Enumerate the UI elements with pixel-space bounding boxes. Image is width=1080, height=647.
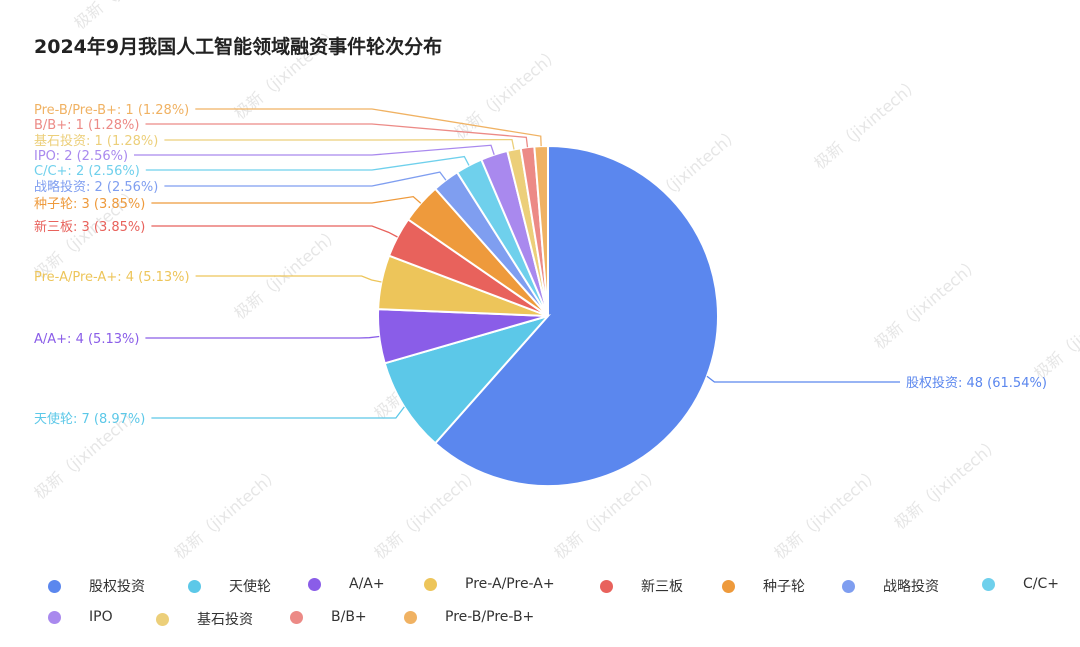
legend-dot-icon (48, 579, 61, 593)
legend-label: 新三板 (641, 579, 683, 595)
pie-slice[interactable] (383, 314, 552, 445)
legend-dot-icon (722, 579, 735, 593)
label-leader-line (151, 406, 405, 419)
legend-item[interactable]: Pre-A/Pre-A+ (424, 576, 555, 592)
legend-dot-icon (308, 577, 321, 591)
legend-label: C/C+ (1023, 576, 1059, 592)
legend-label: 战略投资 (883, 579, 939, 595)
legend-item[interactable]: A/A+ (308, 576, 385, 592)
watermark-text: 极新（jixintech） (230, 224, 343, 323)
slice-label: Pre-A/Pre-A+: 4 (5.13%) (34, 270, 190, 285)
legend-item[interactable]: C/C+ (982, 576, 1059, 592)
watermark-text: 极新（jixintech） (170, 464, 283, 563)
pie-slices (377, 144, 719, 487)
label-leader-line (195, 108, 542, 147)
slice-label: B/B+: 1 (1.28%) (34, 118, 139, 133)
slice-label: C/C+: 2 (2.56%) (34, 164, 140, 179)
slice-label: 基石投资: 1 (1.28%) (34, 133, 158, 149)
slice-label: IPO: 2 (2.56%) (34, 149, 128, 164)
label-leader-line (134, 144, 495, 156)
legend-label: Pre-A/Pre-A+ (465, 576, 555, 592)
legend-dot-icon (842, 579, 855, 593)
slice-labels: 股权投资: 48 (61.54%) 天使轮: 7 (8.97%) A/A+: 4 (… (34, 103, 1047, 427)
legend-item[interactable]: 新三板 (600, 576, 683, 596)
legend-label: 股权投资 (89, 579, 145, 595)
legend-item[interactable]: IPO (48, 609, 113, 625)
legend-label: Pre-B/Pre-B+ (445, 609, 535, 625)
legend-label: B/B+ (331, 609, 367, 625)
label-leader-line (151, 225, 398, 238)
legend-dot-icon (290, 610, 303, 624)
watermark-text: 极新（jixintech） (890, 434, 1003, 533)
legend-dot-icon (424, 577, 437, 591)
label-leader-line (164, 138, 515, 150)
watermark-text: 极新（jixintech） (870, 254, 983, 353)
watermark-text: 极新（jixintech） (450, 44, 563, 143)
legend-dot-icon (48, 610, 61, 624)
legend-dot-icon (982, 577, 995, 591)
watermark-text: 极新（jixintech） (1030, 284, 1080, 383)
legend-label: IPO (89, 609, 113, 625)
pie-slice[interactable] (433, 144, 719, 487)
slice-label: 新三板: 3 (3.85%) (34, 219, 145, 235)
slice-label: 战略投资: 2 (2.56%) (34, 179, 158, 195)
watermark-text: 极新（jixintech） (370, 464, 483, 563)
slice-label: 种子轮: 3 (3.85%) (34, 197, 145, 212)
legend-dot-icon (404, 610, 417, 624)
slice-label: Pre-B/Pre-B+: 1 (1.28%) (34, 103, 189, 118)
slice-label: A/A+: 4 (5.13%) (34, 332, 139, 347)
legend-item[interactable]: 种子轮 (722, 576, 805, 596)
legend-label: 基石投资 (197, 612, 253, 628)
label-leader-line (145, 335, 380, 339)
label-leader-lines (134, 108, 900, 419)
label-leader-line (145, 155, 470, 171)
label-leader-line (195, 275, 382, 283)
legend-label: 天使轮 (229, 579, 271, 595)
legend-item[interactable]: Pre-B/Pre-B+ (404, 609, 534, 625)
label-leader-line (145, 123, 529, 148)
slice-label: 天使轮: 7 (8.97%) (34, 411, 145, 427)
watermark-text: 极新（jixintech） (650, 0, 763, 3)
slice-label: 股权投资: 48 (61.54%) (906, 375, 1047, 391)
label-leader-line (151, 195, 422, 204)
watermark-text: 极新（jixintech） (770, 464, 883, 563)
legend-dot-icon (156, 612, 169, 626)
watermark-text: 极新（jixintech） (810, 74, 923, 173)
label-leader-line (706, 375, 900, 383)
legend-label: 种子轮 (763, 579, 805, 595)
legend-item[interactable]: 天使轮 (188, 576, 271, 596)
label-leader-line (164, 171, 447, 187)
chart-title: 2024年9月我国人工智能领域融资事件轮次分布 (34, 36, 443, 58)
legend-item[interactable]: B/B+ (290, 609, 367, 625)
legend-item[interactable]: 战略投资 (842, 576, 939, 596)
watermark-text: 极新（jixintech） (70, 0, 183, 33)
legend-item[interactable]: 股权投资 (48, 576, 145, 596)
legend-label: A/A+ (349, 576, 385, 592)
legend-item[interactable]: 基石投资 (156, 609, 253, 629)
legend-dot-icon (188, 579, 201, 593)
legend-dot-icon (600, 579, 613, 593)
